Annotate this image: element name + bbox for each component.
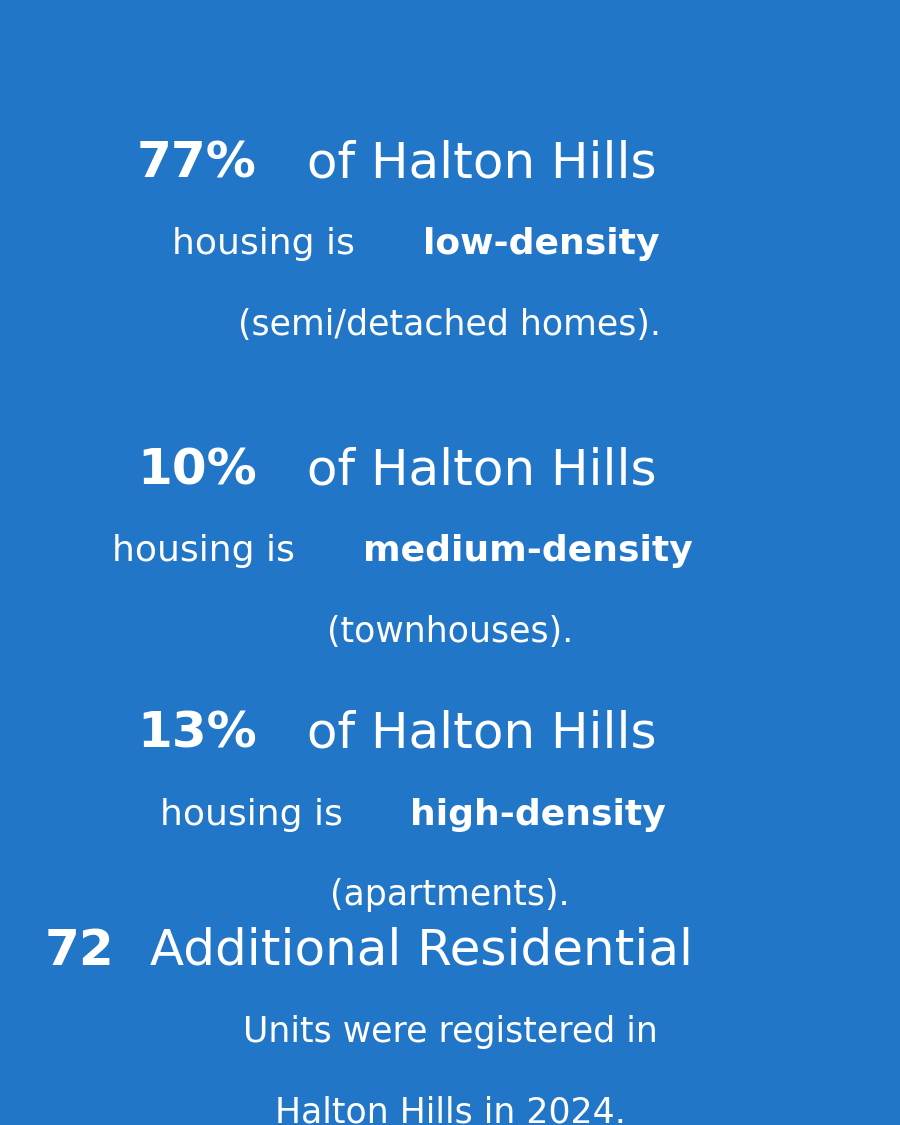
Text: (semi/detached homes).: (semi/detached homes).	[238, 308, 662, 342]
Text: (apartments).: (apartments).	[330, 879, 570, 912]
Text: low-density: low-density	[423, 227, 660, 261]
Text: 13%: 13%	[137, 710, 256, 757]
Text: 77%: 77%	[137, 140, 256, 187]
Text: housing is: housing is	[112, 534, 306, 568]
Text: housing is: housing is	[159, 798, 354, 831]
Text: of Halton Hills: of Halton Hills	[292, 447, 657, 494]
Text: of Halton Hills: of Halton Hills	[292, 710, 657, 757]
Text: (townhouses).: (townhouses).	[327, 615, 573, 649]
Text: high-density: high-density	[410, 798, 666, 831]
Text: 10%: 10%	[137, 447, 256, 494]
Text: housing is: housing is	[172, 227, 366, 261]
FancyBboxPatch shape	[32, 39, 868, 1086]
Text: Halton Hills in 2024.: Halton Hills in 2024.	[274, 1096, 626, 1125]
Text: Units were registered in: Units were registered in	[243, 1015, 657, 1048]
Text: medium-density: medium-density	[363, 534, 692, 568]
Text: 72: 72	[44, 927, 114, 974]
Text: Additional Residential: Additional Residential	[134, 927, 693, 974]
Text: of Halton Hills: of Halton Hills	[292, 140, 657, 187]
